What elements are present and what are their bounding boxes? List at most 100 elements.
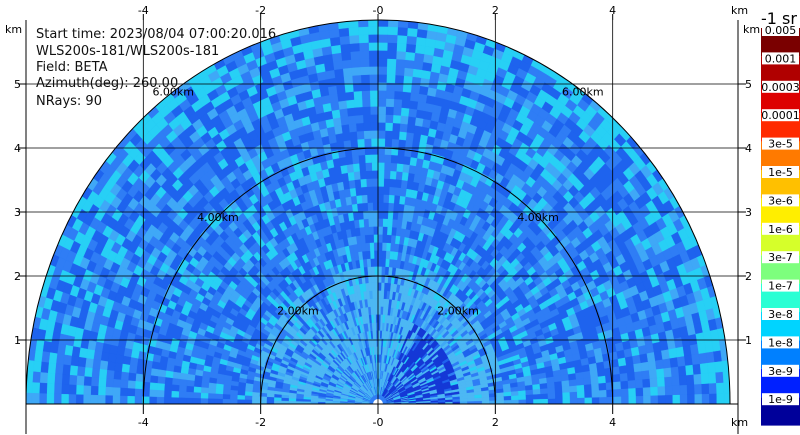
radar-gate: [351, 74, 362, 84]
radar-gate: [650, 386, 659, 396]
radar-gate: [533, 393, 541, 400]
radar-gate: [568, 378, 577, 387]
radar-gate: [77, 356, 87, 368]
radar-gate: [281, 397, 289, 402]
radar-gate: [377, 34, 388, 43]
radar-gate: [63, 354, 72, 366]
radar-gate: [410, 84, 421, 94]
radar-gate: [157, 369, 167, 378]
radar-gate: [383, 162, 391, 171]
radar-gate: [591, 389, 600, 398]
radar-gate: [373, 258, 379, 267]
radar-gate: [230, 385, 239, 392]
radar-gate: [415, 36, 427, 47]
radar-gate: [62, 364, 71, 376]
radar-gate: [383, 194, 390, 203]
radar-gate: [48, 352, 58, 364]
radar-gate: [344, 83, 354, 93]
radar-gate: [525, 389, 534, 395]
radar-gate: [38, 393, 47, 404]
radar-gate: [370, 122, 379, 131]
radar-gate: [165, 363, 175, 373]
radar-gate: [597, 368, 606, 377]
radar-gate: [377, 90, 387, 99]
radar-gate: [391, 130, 400, 140]
radar-gate: [237, 395, 245, 401]
radar-gate: [398, 131, 407, 141]
radar-gate: [394, 74, 405, 84]
radar-gate: [377, 162, 385, 171]
radar-gate: [377, 58, 388, 67]
radar-gate: [163, 397, 172, 404]
radar-gate: [128, 364, 138, 374]
radar-gate: [383, 170, 391, 179]
radar-gate: [612, 373, 621, 383]
radar-gate: [353, 171, 361, 181]
radar-gate: [665, 394, 674, 404]
radar-gate: [194, 375, 203, 383]
radar-gate: [404, 51, 416, 61]
radar-gate: [708, 382, 717, 394]
radar-gate: [396, 163, 404, 173]
radar-gate: [368, 234, 374, 243]
radar-gate: [215, 383, 224, 390]
radar-gate: [707, 361, 716, 374]
radar-gate: [163, 383, 173, 392]
radar-gate: [503, 399, 512, 404]
radar-gate: [399, 187, 407, 197]
radar-gate: [215, 393, 223, 400]
radar-gate: [200, 381, 210, 389]
radar-gate: [338, 108, 348, 118]
radar-gate: [533, 398, 542, 404]
radar-gate: [105, 378, 114, 388]
radar-gate: [599, 396, 608, 404]
radar-gate: [405, 43, 417, 53]
radar-gate: [368, 226, 374, 235]
radar-gate: [92, 359, 101, 370]
radar-gate: [119, 395, 128, 404]
radar-gate: [377, 290, 382, 299]
radar-gate: [39, 372, 48, 384]
radar-gate: [377, 122, 386, 131]
radar-gate: [341, 124, 350, 134]
radar-gate: [53, 393, 62, 404]
radar-gate: [626, 371, 636, 381]
radar-gate: [377, 154, 385, 163]
radar-gate: [350, 139, 359, 149]
radar-gate: [624, 355, 634, 366]
radar-gate: [419, 134, 429, 144]
radar-gate: [373, 234, 379, 243]
radar-gate: [68, 374, 78, 386]
radar-gate: [193, 380, 202, 388]
radar-gate: [348, 123, 357, 133]
radar-gate: [353, 98, 363, 108]
radar-gate: [339, 43, 351, 53]
radar-gate: [377, 178, 385, 187]
radar-gate: [84, 367, 93, 378]
radar-gate: [620, 380, 629, 390]
radar-gate: [554, 386, 563, 394]
radar-gate: [394, 179, 402, 189]
radar-gate: [385, 98, 395, 108]
radar-gate: [716, 393, 725, 404]
radar-gate: [399, 123, 408, 133]
radar-gate: [705, 351, 715, 364]
radar-gate: [392, 122, 401, 132]
radar-gate: [112, 395, 121, 404]
radar-gate: [332, 60, 343, 71]
radar-gate: [70, 355, 80, 367]
radar-gate: [677, 365, 687, 377]
radar-gate: [382, 226, 388, 235]
radar-gate: [643, 395, 652, 404]
radar-gate: [379, 314, 383, 323]
radar-gate: [413, 60, 424, 71]
radar-gate: [403, 155, 411, 166]
radar-gate: [288, 398, 297, 402]
radar-gate: [383, 186, 390, 195]
radar-gate: [414, 44, 426, 55]
radar-gate: [215, 388, 224, 395]
radar-gate: [642, 386, 651, 396]
radar-gate: [370, 138, 379, 147]
radar-gate: [156, 383, 165, 391]
radar-gate: [222, 398, 231, 404]
